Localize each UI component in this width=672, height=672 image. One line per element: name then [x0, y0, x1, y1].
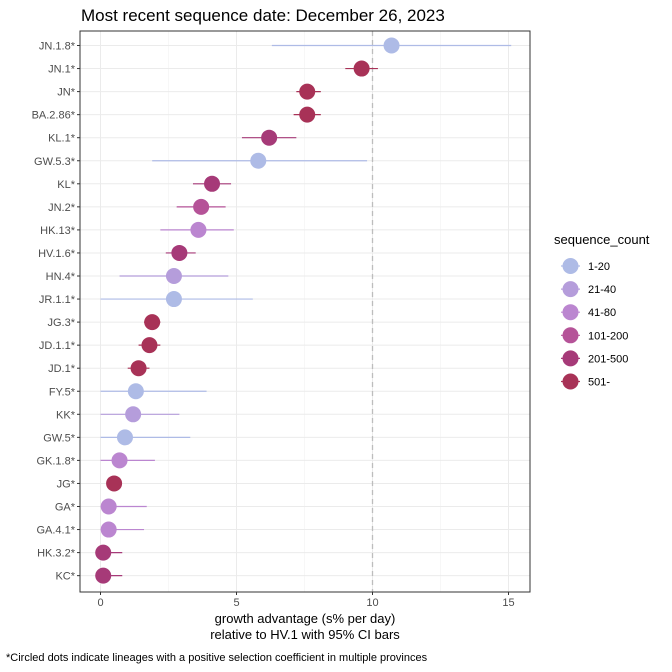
data-point	[299, 106, 316, 123]
y-tick-label: GA.4.1*	[36, 525, 75, 537]
data-point	[100, 498, 117, 515]
legend-title: sequence_count	[554, 232, 650, 247]
chart-title: Most recent sequence date: December 26, …	[81, 6, 445, 25]
y-tick-label: BA.2.86*	[32, 110, 76, 122]
data-point	[261, 129, 278, 146]
ci-error-bars	[100, 44, 512, 577]
y-tick-label: KK*	[56, 409, 76, 421]
data-point	[95, 544, 112, 561]
data-point	[95, 567, 112, 584]
data-point	[141, 337, 158, 354]
y-tick-label: GW.5.3*	[34, 156, 76, 168]
legend: sequence_count 1-20 21-40 41-80 101-200 201-…	[554, 232, 650, 390]
data-point	[193, 198, 210, 215]
legend-key-dot	[562, 281, 579, 298]
y-tick-label: JG*	[57, 478, 76, 490]
x-axis-tick-labels: 0 5 10 15	[97, 592, 515, 609]
data-point	[171, 244, 188, 261]
y-tick-label: JD.1*	[48, 363, 76, 375]
legend-key-dot	[562, 304, 579, 321]
y-tick-label: KC*	[55, 571, 75, 583]
data-point	[130, 360, 147, 377]
legend-label: 1-20	[588, 261, 610, 273]
y-axis-tick-labels: JN.1.8* JN.1* JN* BA.2.86* KL.1* GW.5.3* KL* JN…	[32, 41, 80, 583]
y-tick-label: HV.1.6*	[38, 248, 76, 260]
minor-gridlines	[168, 31, 441, 592]
legend-label: 201-500	[588, 353, 628, 365]
panel-border	[79, 30, 531, 593]
y-tick-label: GK.1.8*	[36, 455, 75, 467]
y-tick-label: JR.1.1*	[39, 294, 76, 306]
x-axis-label-line2: relative to HV.1 with 95% CI bars	[210, 627, 400, 642]
x-tick-label: 15	[502, 597, 514, 609]
data-point	[111, 452, 128, 469]
data-point	[106, 475, 123, 492]
data-point	[204, 175, 221, 192]
data-point	[383, 37, 400, 54]
legend-label: 21-40	[588, 284, 616, 296]
legend-keys: 1-20 21-40 41-80 101-200 201-500 501-	[561, 258, 628, 390]
legend-key-dot	[562, 258, 579, 274]
y-tick-label: KL*	[57, 179, 75, 191]
x-tick-label: 10	[366, 597, 378, 609]
legend-label: 101-200	[588, 330, 628, 342]
plot-panel	[79, 30, 531, 593]
data-point	[144, 314, 161, 331]
y-tick-label: JG.3*	[47, 317, 75, 329]
data-point	[165, 291, 182, 308]
y-tick-label: FY.5*	[49, 386, 76, 398]
legend-label: 41-80	[588, 307, 616, 319]
y-tick-label: HK.13*	[40, 225, 76, 237]
y-tick-label: HK.3.2*	[37, 548, 76, 560]
y-tick-label: JN.1*	[48, 64, 76, 76]
legend-label: 501-	[588, 377, 610, 389]
data-point	[127, 383, 144, 400]
data-point	[353, 60, 370, 77]
legend-key-dot	[562, 373, 579, 390]
y-tick-label: GA*	[55, 502, 76, 514]
data-points	[95, 37, 400, 584]
y-tick-label: JN.2*	[48, 202, 76, 214]
legend-key-dot	[562, 327, 579, 344]
x-tick-label: 5	[233, 597, 239, 609]
data-point	[165, 268, 182, 284]
x-axis-label-line1: growth advantage (s% per day)	[215, 611, 396, 626]
y-tick-label: HN.4*	[46, 271, 76, 283]
legend-key-dot	[562, 350, 579, 367]
data-point	[190, 221, 207, 238]
data-point	[100, 521, 117, 538]
y-tick-label: JN*	[57, 87, 75, 99]
data-point	[299, 83, 316, 100]
data-point	[125, 406, 142, 423]
y-tick-label: GW.5*	[43, 432, 76, 444]
caption: *Circled dots indicate lineages with a p…	[6, 652, 428, 664]
data-point	[116, 429, 133, 446]
y-tick-label: JN.1.8*	[39, 41, 76, 53]
x-tick-label: 0	[97, 597, 103, 609]
y-tick-label: JD.1.1*	[39, 340, 76, 352]
data-point	[250, 152, 267, 169]
y-tick-label: KL.1*	[48, 133, 76, 145]
